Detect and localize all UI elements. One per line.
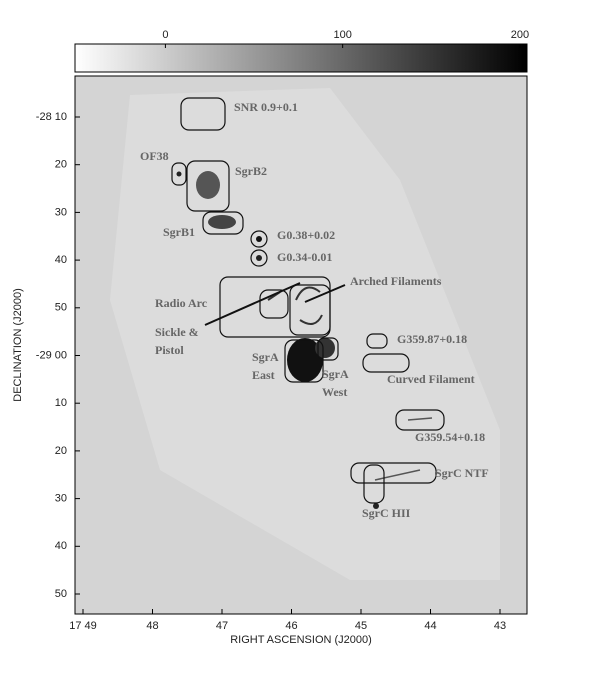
region-label: SgrA bbox=[252, 350, 279, 364]
x-tick-label: 48 bbox=[146, 620, 158, 632]
region-label: G359.87+0.18 bbox=[397, 332, 467, 346]
region-label: Pistol bbox=[155, 343, 184, 357]
region-label: SgrB2 bbox=[235, 164, 267, 178]
x-tick-label: 45 bbox=[355, 620, 367, 632]
y-tick-label: 30 bbox=[55, 206, 67, 218]
region-label: SgrC NTF bbox=[435, 466, 489, 480]
region-label: G0.38+0.02 bbox=[277, 228, 335, 242]
region-label: G359.54+0.18 bbox=[415, 430, 485, 444]
y-tick-label: 50 bbox=[55, 302, 67, 314]
y-tick-label: 40 bbox=[55, 254, 67, 266]
y-tick-label: 40 bbox=[55, 540, 67, 552]
x-tick-label: 17 49 bbox=[69, 620, 97, 632]
region-outlines bbox=[171, 97, 445, 504]
x-tick-label: 44 bbox=[424, 620, 436, 632]
region-label: SNR 0.9+0.1 bbox=[234, 100, 298, 114]
region-label: SgrC HII bbox=[362, 506, 411, 520]
y-tick-label: 20 bbox=[55, 445, 67, 457]
y-tick-label: -29 00 bbox=[36, 349, 67, 361]
region-label: East bbox=[252, 368, 275, 382]
x-tick-label: 43 bbox=[494, 620, 506, 632]
colorbar-tick-label: 0 bbox=[162, 29, 168, 41]
region-label: G0.34-0.01 bbox=[277, 250, 332, 264]
x-tick-label: 46 bbox=[285, 620, 297, 632]
region-label: West bbox=[322, 385, 347, 399]
region-label: SgrB1 bbox=[163, 225, 195, 239]
colorbar bbox=[74, 43, 528, 73]
x-tick-label: 47 bbox=[216, 620, 228, 632]
region-label: Sickle & bbox=[155, 325, 199, 339]
y-tick-label: 50 bbox=[55, 588, 67, 600]
y-tick-label: 30 bbox=[55, 493, 67, 505]
x-axis-title: RIGHT ASCENSION (J2000) bbox=[230, 634, 372, 646]
region-label: Curved Filament bbox=[387, 372, 475, 386]
region-label: SgrA bbox=[322, 367, 349, 381]
y-axis-title: DECLINATION (J2000) bbox=[12, 288, 24, 402]
colorbar-tick-label: 100 bbox=[333, 29, 351, 41]
region-label: Radio Arc bbox=[155, 296, 208, 310]
colorbar-tick-label: 200 bbox=[511, 29, 529, 41]
y-tick-label: -28 10 bbox=[36, 111, 67, 123]
region-label: OF38 bbox=[140, 149, 169, 163]
y-tick-label: 20 bbox=[55, 159, 67, 171]
y-tick-label: 10 bbox=[55, 397, 67, 409]
region-label: Arched Filaments bbox=[350, 274, 442, 288]
